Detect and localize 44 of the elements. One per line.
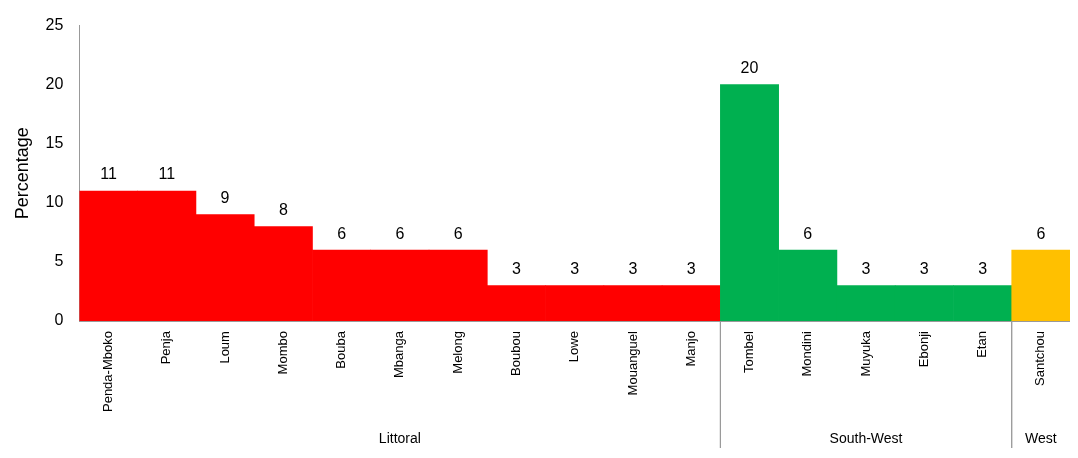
y-tick-label: 5 xyxy=(54,252,64,270)
data-label: 6 xyxy=(337,224,347,242)
x-tick-label: Tombel xyxy=(741,330,757,373)
x-tick-label: Loum xyxy=(216,331,232,364)
x-tick-label: Lowe xyxy=(566,331,582,363)
y-tick-label: 0 xyxy=(54,311,64,329)
data-label: 3 xyxy=(919,260,929,278)
x-tick-label: Santchou xyxy=(1032,331,1048,386)
x-tick-label: Penda-Mboko xyxy=(100,331,116,413)
data-label: 3 xyxy=(978,260,988,278)
data-label: 8 xyxy=(278,200,288,218)
data-label: 3 xyxy=(686,260,696,278)
x-tick-label: Bouba xyxy=(333,330,349,369)
x-tick-label: Melong xyxy=(449,331,465,374)
x-tick-label: Mbanga xyxy=(391,330,407,379)
x-tick-label: Boubou xyxy=(508,331,524,376)
x-tick-label: Mouanguel xyxy=(624,330,640,396)
y-tick-label: 10 xyxy=(45,193,64,211)
y-axis-title: Percentage xyxy=(11,127,32,220)
data-label: 3 xyxy=(628,260,638,278)
data-label: 9 xyxy=(220,189,230,207)
y-tick-label: 25 xyxy=(45,16,64,34)
data-label: 6 xyxy=(1036,224,1046,242)
data-label: 11 xyxy=(158,165,176,183)
data-label: 6 xyxy=(453,224,463,242)
text: Littoral xyxy=(378,429,421,446)
x-tick-label: Etan xyxy=(974,331,990,358)
data-label: 3 xyxy=(511,260,521,278)
x-tick-label: Mondini xyxy=(799,330,815,377)
x-tick-label: Penja xyxy=(158,330,174,365)
x-tick-label: Mombo xyxy=(274,331,290,375)
x-tick-label: Ebonji xyxy=(915,330,931,368)
data-label: 3 xyxy=(861,260,871,278)
data-label: 6 xyxy=(395,224,405,242)
text: South-West xyxy=(829,429,903,446)
data-label: 6 xyxy=(803,224,813,242)
y-tick-label: 15 xyxy=(45,134,64,152)
text: West xyxy=(1025,429,1057,446)
y-tick-label: 20 xyxy=(45,75,64,93)
x-tick-label: Muyuka xyxy=(857,330,873,377)
data-label: 20 xyxy=(740,59,759,77)
data-label: 3 xyxy=(570,260,580,278)
x-tick-label: Manjo xyxy=(682,331,698,367)
data-label: 11 xyxy=(100,165,117,183)
